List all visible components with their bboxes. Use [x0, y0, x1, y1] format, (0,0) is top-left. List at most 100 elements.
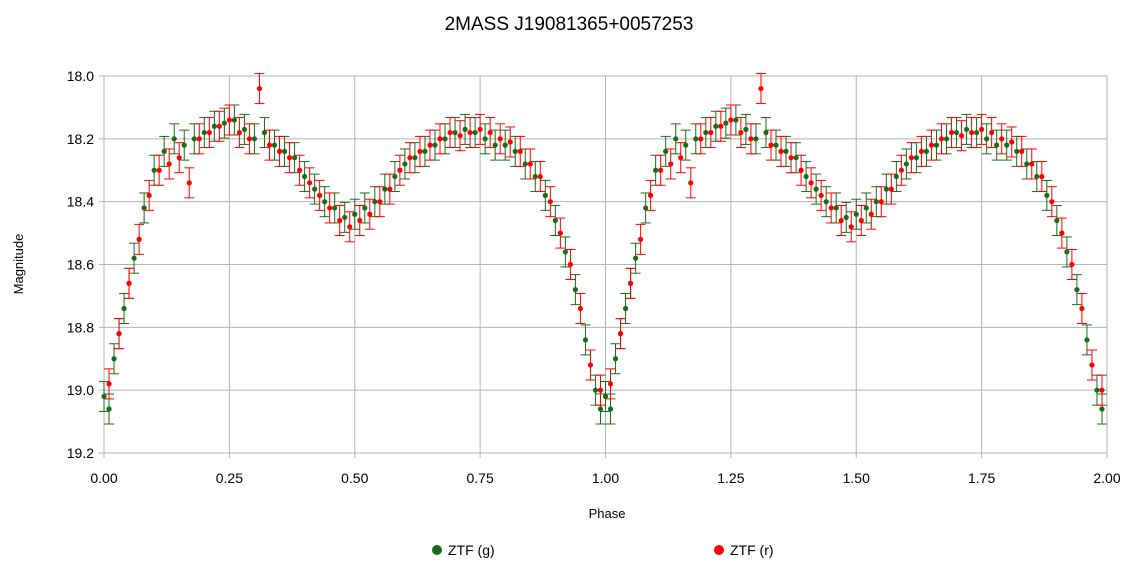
data-point [271, 142, 278, 148]
data-point [648, 192, 654, 198]
data-point [191, 136, 197, 142]
data-point [597, 406, 604, 412]
data-point [974, 129, 980, 136]
data-point [1039, 173, 1045, 180]
data-point [1094, 387, 1100, 393]
data-point [557, 230, 563, 236]
data-point [984, 136, 990, 142]
data-point [216, 123, 222, 129]
data-point [522, 161, 528, 167]
data-point [246, 136, 253, 142]
data-point [713, 123, 719, 129]
data-point [913, 155, 920, 161]
data-point [833, 205, 839, 211]
data-point [352, 211, 358, 217]
data-point [823, 199, 829, 205]
data-point [166, 161, 172, 167]
data-point [357, 217, 363, 224]
data-point [1044, 192, 1050, 198]
data-point [291, 155, 298, 161]
x-tick-label: 2.00 [1093, 470, 1120, 486]
data-point [302, 173, 308, 180]
data-point [106, 406, 112, 412]
data-point [893, 173, 899, 180]
data-point [778, 148, 784, 154]
data-point [502, 142, 508, 148]
data-point [101, 393, 107, 400]
data-point [241, 126, 248, 133]
x-tick-label: 1.25 [717, 470, 744, 486]
data-point [1069, 261, 1075, 268]
data-point [382, 186, 388, 192]
data-point [281, 148, 288, 154]
data-point [317, 192, 323, 198]
data-point [512, 148, 518, 154]
data-point [758, 85, 764, 92]
data-point [1059, 230, 1065, 236]
data-point [1014, 148, 1020, 154]
data-point [843, 214, 849, 220]
legend-marker [714, 545, 724, 555]
data-point [196, 136, 202, 142]
data-point [923, 148, 930, 154]
data-point [979, 126, 985, 133]
series-ztf-g- [99, 104, 1107, 425]
x-tick-label: 1.50 [843, 470, 870, 486]
data-point [587, 362, 594, 368]
data-point [1099, 406, 1105, 412]
data-point [286, 155, 293, 161]
data-point [673, 136, 679, 142]
data-point [1049, 199, 1055, 205]
data-point [251, 136, 258, 142]
data-point [999, 136, 1005, 142]
data-point [337, 217, 343, 224]
data-point [332, 205, 338, 211]
legend: ZTF (g) ZTF (r) [432, 542, 774, 558]
data-point [542, 192, 548, 198]
data-point [367, 211, 373, 217]
data-point [763, 129, 769, 136]
data-point [738, 129, 744, 136]
data-point [798, 167, 804, 173]
data-point [477, 126, 483, 133]
data-point [688, 180, 694, 186]
data-point [943, 136, 950, 142]
data-point [432, 142, 438, 148]
data-point [342, 214, 348, 220]
data-point [818, 192, 824, 198]
data-point [427, 142, 433, 148]
data-point [312, 186, 318, 192]
data-point [296, 167, 303, 173]
data-point [1084, 337, 1090, 343]
data-point [527, 161, 533, 167]
data-point [497, 136, 503, 142]
data-point [728, 117, 734, 123]
legend-label: ZTF (r) [730, 542, 774, 558]
data-point [638, 236, 644, 242]
data-point [462, 126, 468, 133]
y-tick-label: 18.8 [67, 319, 94, 335]
data-point [226, 117, 232, 123]
data-point [221, 120, 227, 126]
data-point [723, 120, 729, 126]
data-point [838, 217, 844, 224]
data-point [372, 199, 378, 205]
data-point [487, 129, 493, 136]
data-point [858, 217, 864, 224]
data-point [968, 129, 975, 136]
data-point [322, 199, 328, 205]
data-point [261, 129, 268, 136]
data-point [1074, 287, 1080, 293]
data-point [607, 381, 614, 387]
data-point [392, 173, 398, 180]
axis-ticks: 0.00 0.25 0.50 0.75 1.00 1.25 1.50 1.75 2.00 18.0… [67, 68, 1121, 486]
data-point [813, 186, 819, 192]
data-point [592, 387, 599, 393]
x-axis-label: Phase [589, 506, 626, 521]
data-point [452, 129, 458, 136]
data-point [948, 129, 955, 136]
data-point [753, 136, 759, 142]
data-point [457, 133, 463, 139]
data-point [898, 167, 904, 173]
data-point [803, 173, 809, 180]
